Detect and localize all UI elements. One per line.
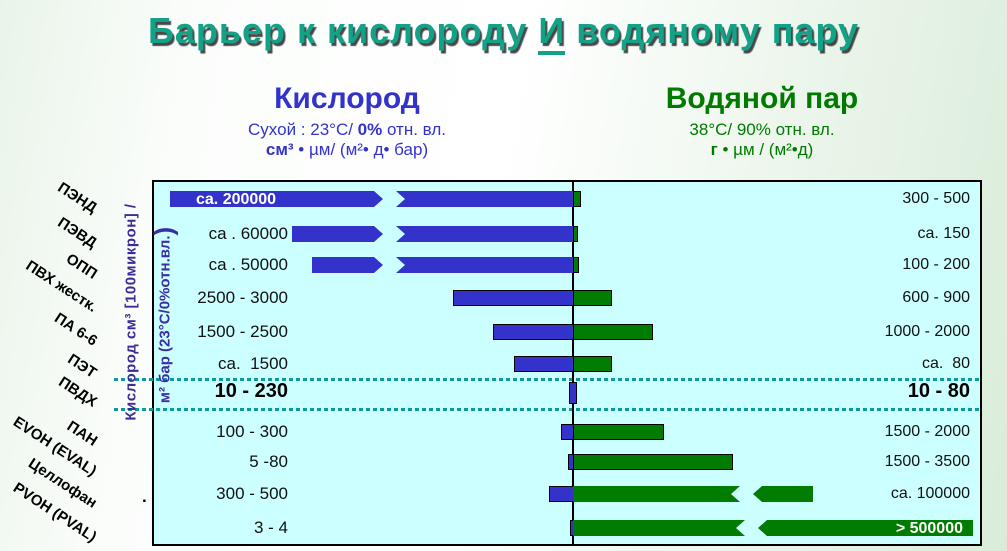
oxygen-value-label: 100 - 300: [216, 422, 288, 441]
oxygen-value-label: ca . 50000: [208, 255, 288, 274]
oxygen-bar-ПЭНД-segment-1: ca. 200000: [170, 191, 383, 207]
material-label-ПЭНД: ПЭНД: [54, 179, 100, 217]
slide-title: Барьер к кислороду И водяному пару: [0, 10, 1007, 55]
vapor-bar-PVOH (PVAL)-segment-2: > 500000: [758, 520, 973, 536]
y-axis-label-line1: Кислород см³ [100микрон] /: [122, 203, 140, 421]
vapor-bar-ПА 6-6: [573, 324, 653, 340]
vapor-bar-ПЭВД: [573, 226, 578, 242]
oxygen-bar-ПЭНД-segment-2: [396, 191, 576, 207]
water-vapor-column-header: Водяной пар 38°С/ 90% отн. вл. г • µм / …: [612, 82, 912, 160]
title-pre: Барьер к кислороду: [147, 10, 539, 51]
stray-period: .: [142, 487, 147, 506]
material-label-ПВДХ: ПВДХ: [55, 373, 100, 411]
vapor-bar-ПАН: [573, 424, 664, 440]
oxygen-value-label: 3 - 4: [253, 518, 288, 537]
oxygen-value-label: 300 - 500: [216, 484, 288, 503]
oxygen-bar-ОПП-segment-2: [396, 257, 576, 273]
oxygen-bar-ПВХ жестк.: [453, 290, 575, 306]
vapor-value-label: ca. 80: [921, 355, 970, 372]
vapor-bar-ОПП: [573, 257, 579, 273]
oxygen-value-label: 5 -80: [249, 452, 288, 471]
vapor-value-label: ca. 100000: [890, 485, 970, 502]
material-label-ПА 6-6: ПА 6-6: [50, 309, 100, 350]
vapor-value-label: 10 - 80: [907, 380, 970, 402]
vapor-value-label: 300 - 500: [902, 190, 970, 207]
vapor-bar-EVOH (EVAL): [573, 454, 733, 470]
y-axis-label-line2: м² бар (23°С/0%отн.вл.): [148, 226, 179, 404]
pvdc-lower-dotted-line: [114, 408, 982, 411]
vapor-bar-ПЭТ: [573, 356, 612, 372]
oxygen-bar-ПВДХ: [569, 382, 577, 404]
oxygen-bar-ПЭВД-segment-1: [292, 226, 383, 242]
oxygen-bar-ПЭВД-segment-2: [396, 226, 576, 242]
oxygen-bar-ПЭНД-in-bar-value: ca. 200000: [196, 191, 277, 208]
oxygen-bar-ПЭТ: [514, 356, 575, 372]
water-vapor-header-title: Водяной пар: [665, 82, 859, 115]
vapor-bar-ПВХ жестк.: [573, 290, 612, 306]
title-post: водяному пару: [565, 10, 860, 51]
pvdc-upper-dotted-line: [114, 378, 982, 381]
oxygen-value-label: 1500 - 2500: [197, 322, 288, 341]
vapor-bar-ПЭНД: [573, 191, 581, 207]
vapor-value-label: 1500 - 3500: [884, 453, 970, 470]
oxygen-test-conditions: Сухой : 23°С/ 0% отн. вл.: [248, 120, 446, 139]
vapor-value-label: 1500 - 2000: [884, 423, 970, 440]
oxygen-bar-ПА 6-6: [493, 324, 575, 340]
vapor-bar-PVOH (PVAL)-in-bar-value: > 500000: [895, 520, 963, 537]
vapor-value-label: ca. 150: [917, 225, 970, 242]
oxygen-header-title: Кислород: [274, 82, 420, 115]
vapor-value-label: 600 - 900: [902, 289, 970, 306]
vapor-bar-PVOH (PVAL)-segment-1: [573, 520, 745, 536]
title-underlined-letter: И: [538, 10, 566, 55]
oxygen-units: см³ • µм/ (м²• д• бар): [265, 140, 429, 159]
material-label-ОПП: ОПП: [62, 250, 100, 283]
oxygen-bar-Целлофан: [549, 486, 575, 502]
vapor-value-label: 1000 - 2000: [884, 323, 970, 340]
water-vapor-test-conditions: 38°С/ 90% отн. вл.: [689, 120, 835, 139]
vapor-bar-Целлофан-segment-1: [573, 486, 740, 502]
oxygen-bar-ОПП-segment-1: [312, 257, 383, 273]
vapor-bar-Целлофан-segment-2: [753, 486, 813, 502]
oxygen-value-label: ca . 60000: [208, 224, 288, 243]
oxygen-value-label: ca. 1500: [218, 354, 288, 373]
oxygen-column-header: Кислород Сухой : 23°С/ 0% отн. вл. см³ •…: [197, 82, 497, 160]
water-vapor-units: г • µм / (м²•д): [710, 140, 814, 159]
oxygen-value-label: 10 - 230: [214, 380, 288, 402]
oxygen-value-label: 2500 - 3000: [197, 288, 288, 307]
material-label-ПЭВД: ПЭВД: [54, 214, 100, 252]
vapor-value-label: 100 - 200: [902, 256, 970, 273]
